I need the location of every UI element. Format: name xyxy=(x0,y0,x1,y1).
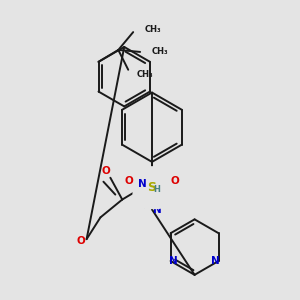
Text: O: O xyxy=(170,176,179,186)
Text: N: N xyxy=(153,206,161,215)
Text: CH₃: CH₃ xyxy=(152,47,169,56)
Text: CH₃: CH₃ xyxy=(145,25,162,34)
Text: N: N xyxy=(211,256,220,266)
Text: O: O xyxy=(101,166,110,176)
Text: O: O xyxy=(125,176,134,186)
Text: S: S xyxy=(148,181,157,194)
Text: N: N xyxy=(169,256,178,266)
Text: CH₃: CH₃ xyxy=(136,70,153,79)
Text: O: O xyxy=(76,236,85,246)
Text: H: H xyxy=(154,185,160,194)
Text: H: H xyxy=(144,202,151,211)
Text: N: N xyxy=(138,179,146,189)
